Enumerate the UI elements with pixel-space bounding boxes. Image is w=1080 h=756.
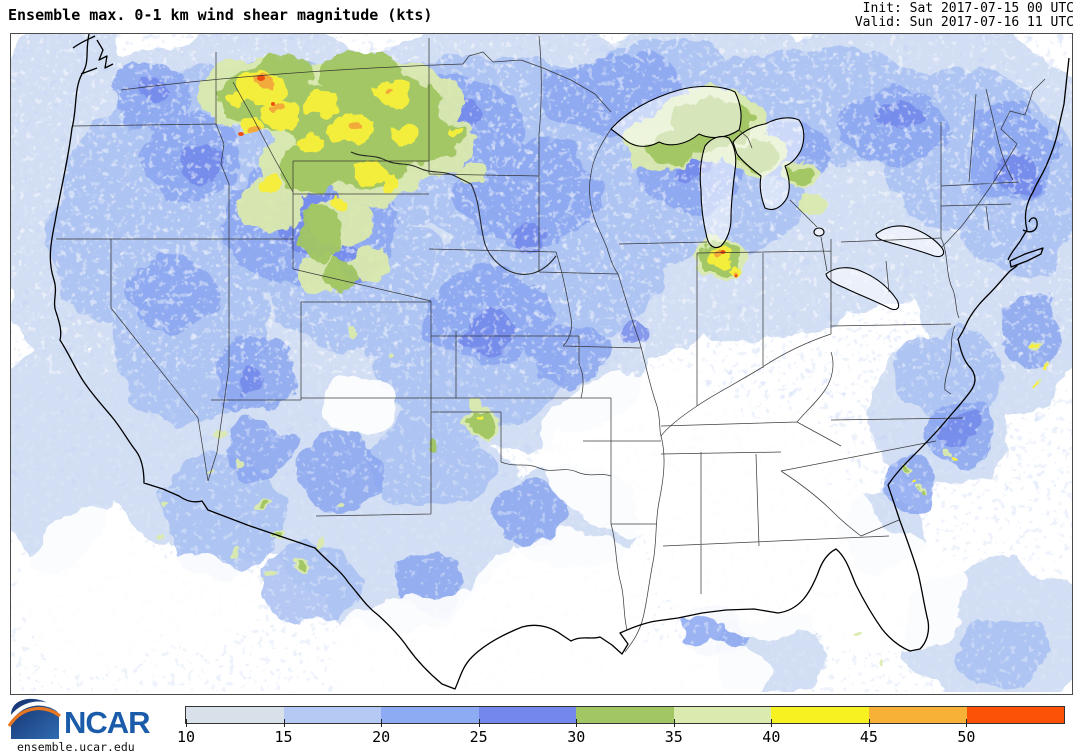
map-frame	[10, 33, 1073, 695]
shear-field-yellow	[227, 72, 1048, 484]
site-url: ensemble.ucar.edu	[17, 740, 135, 754]
legend-segment	[576, 707, 674, 723]
lake-ontario	[875, 225, 945, 258]
legend-segment	[966, 707, 1065, 723]
valid-time: Valid: Sun 2017-07-16 11 UTC	[854, 15, 1074, 30]
legend-bar	[185, 706, 1065, 724]
legend-tick-label: 30	[567, 728, 586, 746]
init-time: Init: Sat 2017-07-15 00 UTC	[862, 1, 1074, 16]
ncar-logo-white-arc	[8, 701, 62, 723]
legend-segment	[478, 707, 577, 723]
colorbar-legend: 10 15 20 25 30 35 40 45 50	[177, 706, 1065, 750]
legend-tickmark	[868, 719, 870, 727]
legend-segment	[186, 707, 284, 723]
page-title: Ensemble max. 0-1 km wind shear magnitud…	[8, 6, 433, 24]
legend-tick-label: 40	[762, 728, 781, 746]
legend-segment	[868, 707, 967, 723]
legend-tick-label: 15	[274, 728, 293, 746]
coastline	[49, 34, 1070, 690]
ncar-logo-wordmark: NCAR	[64, 705, 150, 740]
legend-tickmark	[186, 719, 187, 727]
legend-tick-label: 35	[664, 728, 683, 746]
timestamps: Init: Sat 2017-07-15 00 UTC Valid: Sun 2…	[855, 2, 1074, 30]
legend-tickmark	[673, 719, 675, 727]
great-lakes	[610, 85, 945, 311]
legend-tickmark	[381, 719, 383, 727]
legend-tick-label: 45	[859, 728, 878, 746]
lake-michigan	[699, 135, 737, 249]
legend-tick-label: 50	[957, 728, 976, 746]
us-shear-map	[11, 34, 1072, 692]
legend-segment	[381, 707, 479, 723]
legend-tickmark	[283, 719, 285, 727]
legend-tickmark	[966, 719, 968, 727]
legend-tickmark	[771, 719, 773, 727]
ncar-logo-orange-arc	[8, 707, 61, 727]
lake-erie	[825, 267, 900, 311]
low-shear-white-areas	[19, 372, 971, 692]
rivers	[350, 151, 557, 275]
lake-huron	[732, 117, 805, 211]
legend-segment	[673, 707, 772, 723]
legend-segment	[283, 707, 382, 723]
lake-st-clair	[813, 227, 825, 237]
legend-segment	[771, 707, 869, 723]
legend-tick-label: 25	[469, 728, 488, 746]
legend-tick-label: 20	[372, 728, 391, 746]
ncar-logo: NCAR	[8, 698, 151, 740]
state-borders	[56, 35, 1046, 653]
legend-tick-label: 10	[176, 728, 196, 746]
legend-tickmark	[478, 719, 480, 727]
legend-tickmark	[576, 719, 578, 727]
